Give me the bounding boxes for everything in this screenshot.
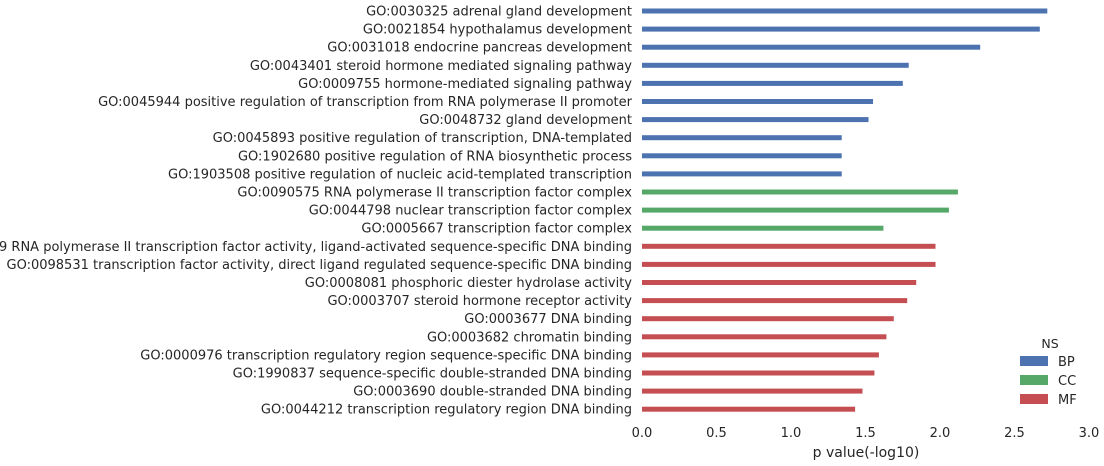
category-label: GO:0004879 RNA polymerase II transcripti… bbox=[0, 240, 632, 255]
bar-bp bbox=[642, 62, 909, 68]
bar-bp bbox=[642, 8, 1048, 14]
x-tick-label: 2.0 bbox=[930, 426, 951, 441]
bar-bp bbox=[642, 99, 873, 104]
category-label: GO:1902680 positive regulation of RNA bi… bbox=[238, 149, 632, 164]
category-labels: GO:0030325 adrenal gland development GO:0… bbox=[0, 5, 633, 418]
legend-title: NS bbox=[1041, 336, 1058, 351]
bar-mf bbox=[642, 406, 856, 412]
category-label: GO:0021854 hypothalamus development bbox=[363, 23, 632, 38]
legend-swatch-cc bbox=[1020, 375, 1048, 385]
category-label: GO:0008081 phosphoric diester hydrolase … bbox=[305, 276, 632, 291]
category-label: GO:0003690 double-stranded DNA binding bbox=[353, 385, 632, 400]
legend-label-cc: CC bbox=[1058, 374, 1076, 389]
category-label: GO:0045944 positive regulation of transc… bbox=[98, 95, 633, 110]
bar-mf bbox=[642, 298, 908, 304]
category-label: GO:1990837 sequence-specific double-stra… bbox=[233, 367, 632, 382]
bar-mf bbox=[642, 352, 879, 358]
legend-label-mf: MF bbox=[1058, 393, 1077, 408]
category-label: GO:0044212 transcription regulatory regi… bbox=[261, 403, 632, 418]
bar-cc bbox=[642, 189, 958, 195]
x-tick-label: 0.0 bbox=[632, 426, 653, 441]
bar-mf bbox=[642, 334, 887, 340]
bars-group bbox=[642, 8, 1048, 412]
category-label: GO:0031018 endocrine pancreas developmen… bbox=[327, 41, 632, 56]
bar-bp bbox=[642, 80, 903, 86]
category-label: GO:0000976 transcription regulatory regi… bbox=[140, 348, 632, 363]
x-axis-label: p value(-log10) bbox=[813, 445, 920, 461]
x-tick-label: 1.5 bbox=[855, 426, 876, 441]
category-label: GO:0045893 positive regulation of transc… bbox=[213, 131, 632, 146]
bar-mf bbox=[642, 243, 936, 249]
x-tick-label: 1.0 bbox=[781, 426, 802, 441]
category-label: GO:0003677 DNA binding bbox=[464, 312, 632, 327]
x-axis-ticks: 0.0 0.5 1.0 1.5 2.0 2.5 3.0 bbox=[632, 426, 1100, 441]
bar-bp bbox=[642, 117, 869, 123]
legend: NS BP CC MF bbox=[1020, 336, 1077, 408]
bar-mf bbox=[642, 261, 936, 267]
category-label: GO:0090575 RNA polymerase II transcripti… bbox=[237, 186, 632, 201]
bar-mf bbox=[642, 280, 917, 285]
bar-mf bbox=[642, 316, 894, 322]
category-label: GO:0044798 nuclear transcription factor … bbox=[309, 204, 633, 219]
category-label: GO:1903508 positive regulation of nuclei… bbox=[168, 167, 632, 182]
category-label: GO:0048732 gland development bbox=[419, 113, 632, 128]
bar-bp bbox=[642, 171, 842, 177]
category-label: GO:0030325 adrenal gland development bbox=[366, 5, 632, 20]
legend-swatch-mf bbox=[1020, 394, 1048, 404]
category-label: GO:0098531 transcription factor activity… bbox=[7, 258, 632, 273]
legend-label-bp: BP bbox=[1058, 355, 1075, 370]
bar-cc bbox=[642, 225, 884, 231]
bar-bp bbox=[642, 135, 842, 141]
legend-swatch-bp bbox=[1020, 356, 1048, 366]
legend-entries: BP CC MF bbox=[1020, 355, 1077, 408]
x-tick-label: 2.5 bbox=[1004, 426, 1025, 441]
bar-bp bbox=[642, 26, 1040, 32]
category-label: GO:0003682 chromatin binding bbox=[427, 330, 632, 345]
category-label: GO:0005667 transcription factor complex bbox=[361, 222, 632, 237]
category-label: GO:0043401 steroid hormone mediated sign… bbox=[250, 59, 632, 74]
category-label: GO:0003707 steroid hormone receptor acti… bbox=[327, 294, 632, 309]
bar-bp bbox=[642, 153, 842, 159]
bar-mf bbox=[642, 370, 875, 376]
x-tick-label: 3.0 bbox=[1079, 426, 1100, 441]
bar-cc bbox=[642, 207, 949, 213]
bar-bp bbox=[642, 44, 981, 50]
bar-mf bbox=[642, 388, 863, 394]
x-tick-label: 0.5 bbox=[706, 426, 727, 441]
category-label: GO:0009755 hormone-mediated signaling pa… bbox=[298, 77, 632, 92]
